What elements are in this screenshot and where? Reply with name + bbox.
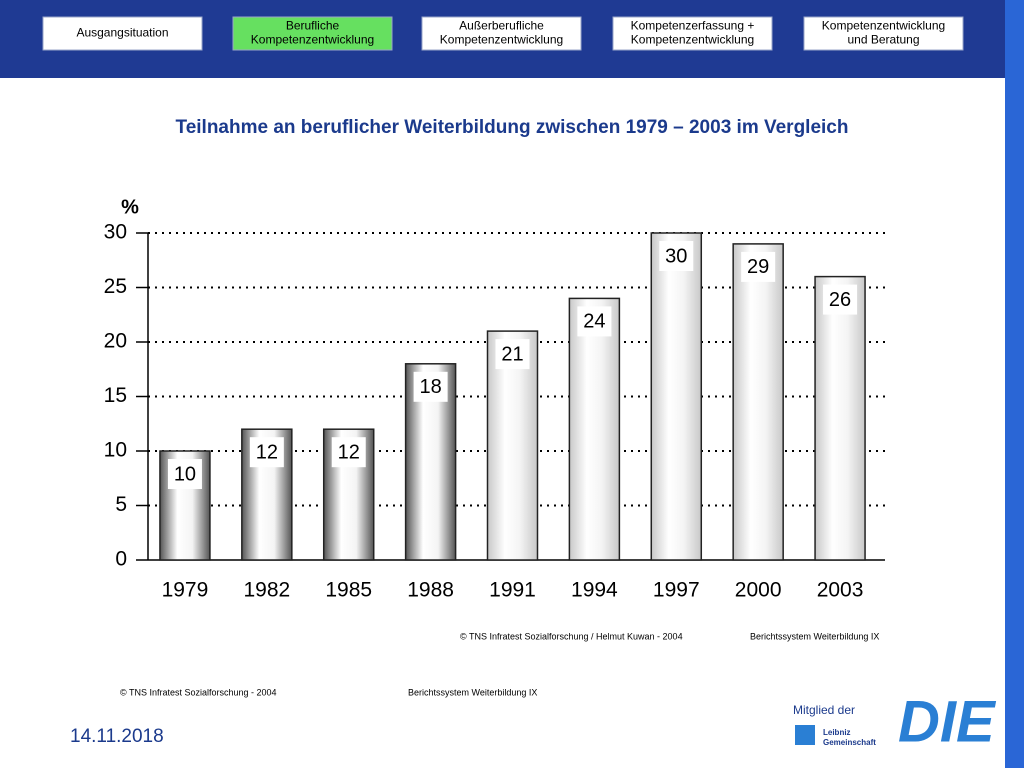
y-axis-label: % bbox=[121, 196, 139, 218]
bar bbox=[568, 297, 621, 561]
nav-label: und Beratung bbox=[847, 33, 919, 47]
nav-button[interactable] bbox=[232, 16, 393, 51]
x-tick-label: 1997 bbox=[653, 579, 700, 602]
leibniz-text: Gemeinschaft bbox=[823, 738, 876, 747]
nav-button[interactable] bbox=[612, 16, 773, 51]
bar bbox=[732, 243, 784, 561]
y-tick-label: 10 bbox=[104, 439, 127, 462]
nav-label: Kompetenzentwicklung bbox=[631, 33, 754, 47]
nav-label: Kompetenzentwicklung bbox=[251, 33, 374, 47]
y-tick-label: 0 bbox=[115, 548, 127, 571]
nav-button[interactable] bbox=[803, 16, 964, 51]
nav-button[interactable] bbox=[42, 16, 203, 51]
date: 14.11.2018 bbox=[70, 726, 164, 747]
y-tick-label: 20 bbox=[104, 330, 127, 353]
side-strip bbox=[1005, 0, 1024, 768]
value-label: 21 bbox=[501, 343, 523, 365]
x-tick-label: 2000 bbox=[735, 579, 782, 602]
bar bbox=[650, 232, 703, 561]
member-text: Mitglied der bbox=[793, 703, 855, 717]
nav-label: Kompetenzentwicklung bbox=[440, 33, 563, 47]
value-label: 26 bbox=[829, 289, 851, 311]
value-label: 18 bbox=[419, 376, 441, 398]
value-label-box bbox=[741, 251, 776, 282]
y-tick-label: 5 bbox=[115, 493, 127, 516]
value-label: 24 bbox=[583, 311, 605, 333]
value-label: 12 bbox=[338, 441, 360, 463]
x-tick-label: 1982 bbox=[243, 579, 290, 602]
nav-label: Außerberufliche bbox=[459, 19, 544, 33]
y-tick-label: 25 bbox=[104, 275, 127, 298]
footer-source: Berichtssystem Weiterbildung IX bbox=[408, 687, 537, 697]
x-tick-label: 1988 bbox=[407, 579, 454, 602]
y-tick-label: 30 bbox=[104, 221, 127, 244]
footer-source: © TNS Infratest Sozialforschung - 2004 bbox=[120, 687, 277, 697]
bar bbox=[486, 330, 539, 561]
logo: DIE bbox=[898, 689, 997, 754]
value-label-box bbox=[413, 371, 448, 402]
nav-label: Berufliche bbox=[286, 19, 340, 33]
leibniz-text: Leibniz bbox=[823, 728, 851, 737]
value-label: 10 bbox=[174, 463, 196, 485]
source: Berichtssystem Weiterbildung IX bbox=[750, 631, 879, 641]
source: © TNS Infratest Sozialforschung / Helmut… bbox=[460, 631, 683, 641]
x-tick-label: 1991 bbox=[489, 579, 536, 602]
y-tick-label: 15 bbox=[104, 384, 127, 407]
x-tick-label: 2003 bbox=[817, 579, 864, 602]
value-label: 30 bbox=[665, 245, 687, 267]
value-label: 12 bbox=[256, 441, 278, 463]
nav-label: Kompetenzerfassung + bbox=[631, 19, 755, 33]
x-tick-label: 1985 bbox=[325, 579, 372, 602]
value-label-box bbox=[167, 459, 202, 489]
value-label-box bbox=[331, 437, 366, 468]
x-tick-label: 1979 bbox=[162, 579, 209, 602]
nav-button[interactable] bbox=[421, 16, 582, 51]
value-label-box bbox=[577, 306, 612, 337]
value-label: 29 bbox=[747, 256, 769, 278]
value-label-box bbox=[495, 339, 530, 370]
nav-label: Ausgangsituation bbox=[76, 26, 168, 40]
x-tick-label: 1994 bbox=[571, 579, 618, 602]
value-label-box bbox=[659, 241, 694, 271]
leibniz-icon bbox=[795, 725, 815, 745]
bar bbox=[814, 275, 866, 561]
value-label-box bbox=[249, 437, 284, 468]
chart-title: Teilnahme an beruflicher Weiterbildung z… bbox=[176, 117, 849, 138]
nav-label: Kompetenzentwicklung bbox=[822, 19, 945, 33]
value-label-box bbox=[823, 284, 858, 315]
